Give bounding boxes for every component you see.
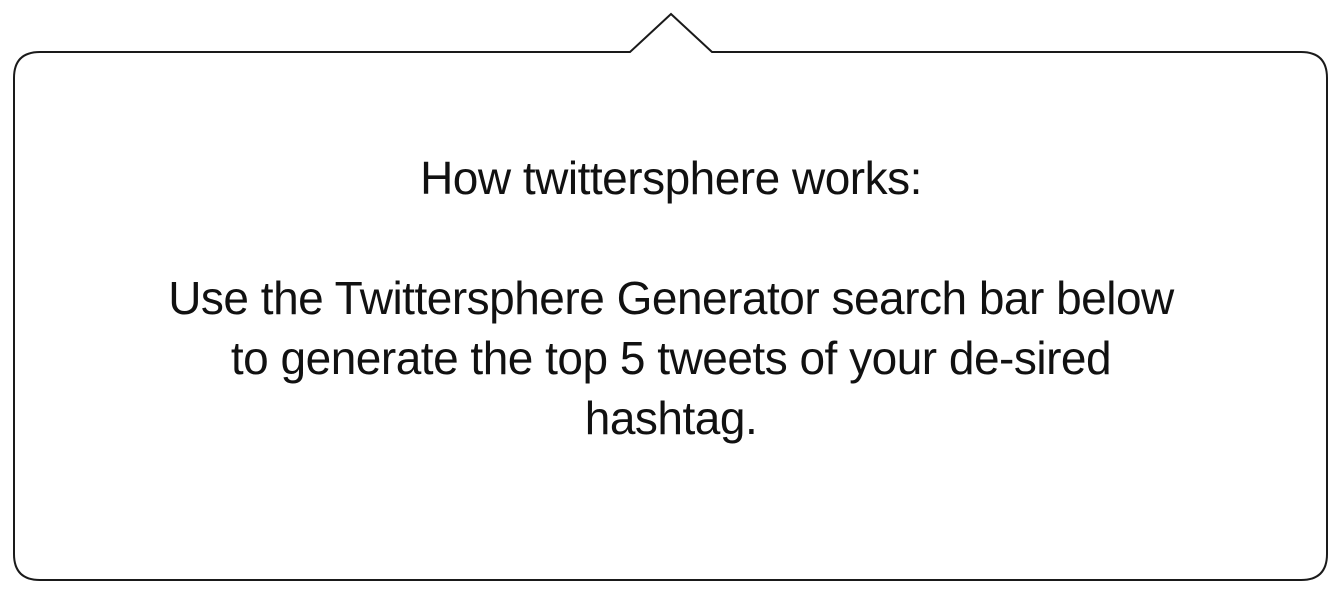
callout-content: How twittersphere works: Use the Twitter… [14, 52, 1328, 580]
callout-outline [13, 12, 1328, 581]
callout-body-text: Use the Twittersphere Generator search b… [168, 272, 1174, 444]
callout-heading: How twittersphere works: [420, 152, 922, 204]
